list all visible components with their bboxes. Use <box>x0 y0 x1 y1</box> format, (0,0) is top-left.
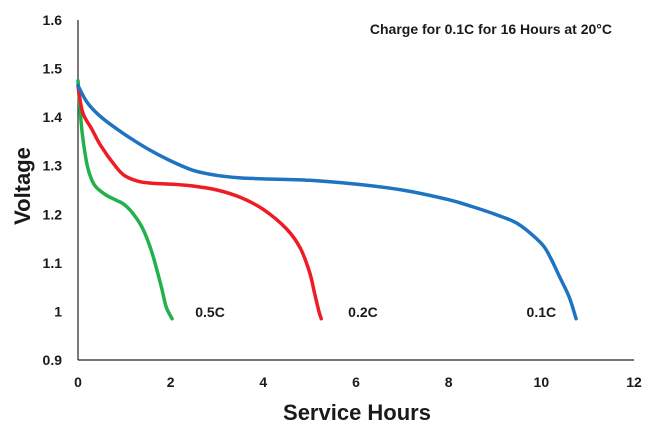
series-label-01c: 0.1C <box>527 304 557 320</box>
chart-annotation: Charge for 0.1C for 16 Hours at 20°C <box>370 21 612 37</box>
series-label-02c: 0.2C <box>348 304 378 320</box>
x-tick-label: 2 <box>167 374 175 390</box>
x-tick-label: 12 <box>626 374 642 390</box>
x-tick-label: 6 <box>352 374 360 390</box>
y-tick-label: 1.2 <box>43 206 63 222</box>
y-axis-title: Voltage <box>10 147 35 225</box>
axes <box>77 20 634 361</box>
y-tick-label: 1.6 <box>43 12 63 28</box>
y-tick-label: 1.1 <box>43 255 63 271</box>
series-line-01c <box>76 83 578 321</box>
y-tick-label: 1.4 <box>43 109 63 125</box>
x-axis-ticks: 0 2 4 6 8 10 12 <box>74 374 642 390</box>
x-tick-label: 4 <box>259 374 267 390</box>
y-axis-ticks: 0.9 1 1.1 1.2 1.3 1.4 1.5 1.6 <box>43 12 63 368</box>
y-tick-label: 1.5 <box>43 61 63 77</box>
x-tick-label: 10 <box>534 374 550 390</box>
x-tick-label: 0 <box>74 374 82 390</box>
y-tick-label: 0.9 <box>43 352 63 368</box>
x-axis-title: Service Hours <box>283 400 431 425</box>
series-labels: 0.5C 0.2C 0.1C <box>195 304 556 320</box>
series-label-05c: 0.5C <box>195 304 225 320</box>
series-lines <box>76 78 578 321</box>
series-line-05c <box>76 78 174 321</box>
x-tick-label: 8 <box>445 374 453 390</box>
y-tick-label: 1.3 <box>43 158 63 174</box>
y-tick-label: 1 <box>54 303 62 319</box>
series-line-02c <box>76 83 323 321</box>
